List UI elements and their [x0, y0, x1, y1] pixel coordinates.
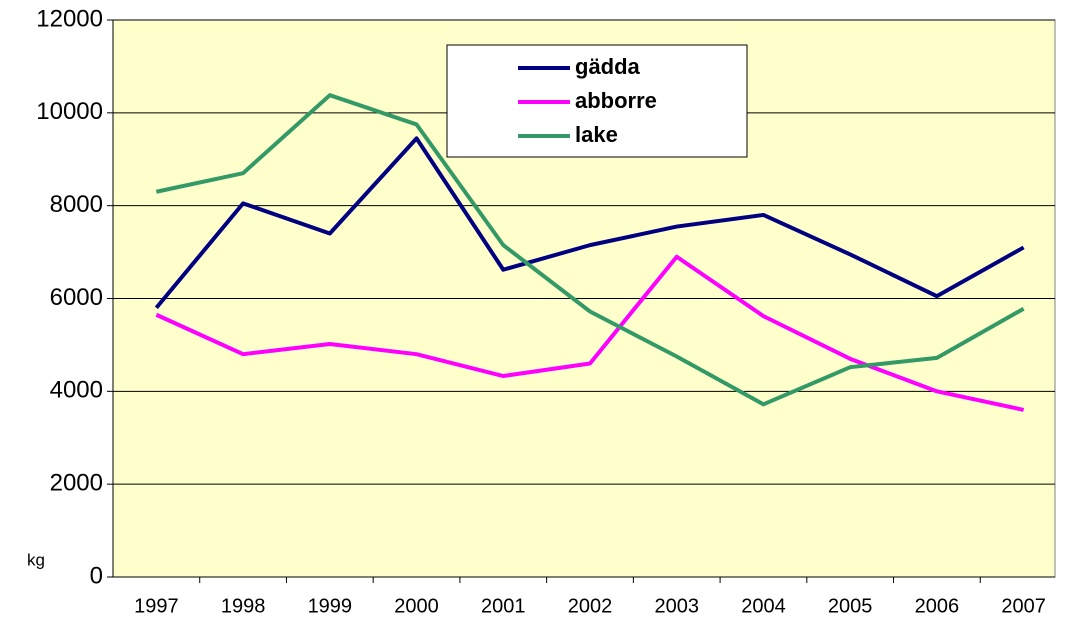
x-tick-label: 1997 — [134, 595, 179, 617]
x-tick-label: 2006 — [915, 595, 960, 617]
x-tick-label: 2005 — [828, 595, 873, 617]
x-tick-label: 1998 — [221, 595, 266, 617]
x-tick-label: 2003 — [654, 595, 699, 617]
legend-label: abborre — [575, 88, 657, 113]
legend-label: lake — [575, 122, 618, 147]
x-tick-label: 2001 — [481, 595, 526, 617]
legend: gädda abborre lake — [446, 44, 748, 158]
x-tick-label: 2004 — [741, 595, 786, 617]
y-tick-label: 10000 — [36, 98, 103, 125]
legend-box — [446, 44, 748, 158]
series-line — [155, 254, 1025, 412]
y-tick-label: 6000 — [50, 284, 103, 311]
x-tick-label: 2002 — [568, 595, 613, 617]
x-tick-label: 1999 — [308, 595, 353, 617]
series-line — [154, 136, 1025, 310]
y-tick-label: 8000 — [50, 191, 103, 218]
y-tick-label: 0 — [90, 562, 103, 589]
y-tick-label: 2000 — [50, 470, 103, 497]
x-tick-label: 2000 — [394, 595, 439, 617]
y-tick-label: 4000 — [50, 377, 103, 404]
y-tick-label: 12000 — [36, 5, 103, 32]
legend-label: gädda — [575, 54, 641, 79]
y-axis-label: kg — [27, 550, 45, 569]
x-tick-label: 2007 — [1001, 595, 1046, 617]
series-line — [155, 93, 1025, 407]
